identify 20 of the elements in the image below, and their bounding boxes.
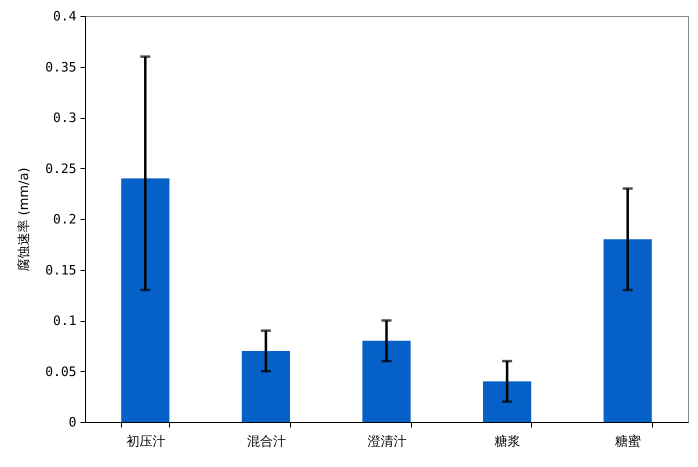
x-tick-label: 糖蜜 — [615, 434, 642, 450]
y-tick-label: 0 — [68, 416, 76, 430]
y-tick-label: 0.25 — [45, 162, 76, 177]
y-tick-label: 0.2 — [53, 212, 76, 228]
y-tick-label: 0.35 — [45, 60, 76, 76]
y-axis-title: 腐蚀速率 (mm/a) — [16, 168, 32, 272]
x-tick-label: 澄清汁 — [368, 434, 406, 450]
y-tick-label: 0.1 — [53, 314, 76, 329]
y-tick-label: 0.05 — [45, 364, 76, 380]
x-tick-label: 糖浆 — [494, 434, 521, 450]
x-tick-label: 初压汁 — [126, 434, 166, 450]
bar — [362, 340, 411, 422]
bar — [121, 178, 170, 422]
y-tick-label: 0.3 — [53, 111, 76, 126]
bar — [604, 239, 652, 422]
bar — [242, 350, 290, 422]
y-tick-label: 0.4 — [53, 10, 77, 24]
bar — [482, 381, 532, 422]
x-tick-label: 混合汁 — [246, 434, 286, 450]
y-tick-label: 0.15 — [45, 263, 76, 278]
